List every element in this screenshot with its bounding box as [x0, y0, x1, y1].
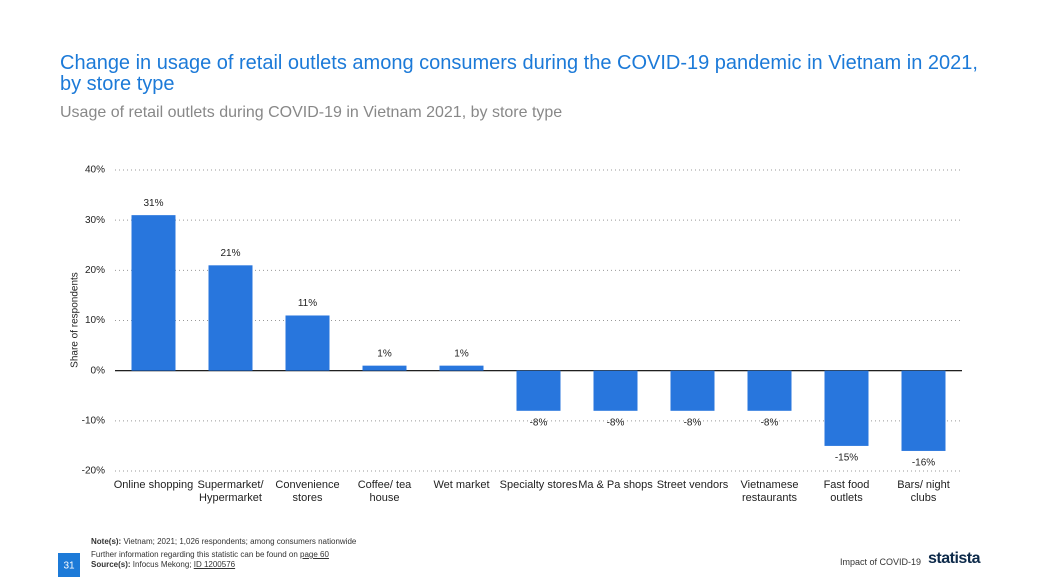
value-label: 31% — [143, 198, 163, 209]
further-text: Further information regarding this stati… — [91, 550, 298, 559]
value-label: -8% — [530, 417, 548, 428]
value-label: -8% — [607, 417, 625, 428]
x-tick-label: Convenience stores — [275, 479, 340, 504]
value-label: -16% — [912, 458, 935, 469]
y-tick-label: 0% — [91, 365, 106, 376]
x-tick-label: Vietnamese restaurants — [740, 479, 799, 504]
note-label: Note(s): — [91, 537, 122, 546]
brand: statista — [928, 550, 981, 567]
y-tick-label: 40% — [85, 165, 105, 176]
bar — [593, 370, 638, 411]
bar — [131, 215, 176, 371]
value-label: -8% — [684, 417, 702, 428]
x-tick-label: Ma & Pa shops — [578, 479, 653, 491]
further-info: Further information regarding this stati… — [91, 550, 329, 559]
chart-title: Change in usage of retail outlets among … — [60, 52, 978, 95]
y-tick-label: 10% — [85, 315, 105, 326]
source: Source(s): Infocus Mekong; ID 1200576 — [91, 560, 235, 569]
bar — [439, 365, 484, 371]
y-axis-label: Share of respondents — [70, 272, 81, 368]
source-label: Source(s): — [91, 560, 131, 569]
note: Note(s): Vietnam; 2021; 1,026 respondent… — [91, 537, 356, 546]
page-number: 31 — [63, 561, 75, 572]
bar — [516, 370, 561, 411]
value-label: 1% — [377, 348, 392, 359]
x-tick-label: Wet market — [433, 479, 490, 491]
bar — [901, 370, 946, 451]
bar — [747, 370, 792, 411]
bar — [824, 370, 869, 446]
value-label: 11% — [298, 298, 317, 309]
note-text: Vietnam; 2021; 1,026 respondents; among … — [123, 537, 357, 546]
bar — [285, 315, 330, 371]
further-link[interactable]: page 60 — [300, 550, 329, 559]
value-label: -8% — [761, 417, 779, 428]
x-tick-label: Supermarket/ Hypermarket — [197, 479, 264, 504]
source-id[interactable]: ID 1200576 — [193, 560, 236, 569]
value-label: -15% — [835, 453, 858, 464]
x-tick-label: Fast food outlets — [823, 479, 870, 504]
bar — [208, 265, 253, 371]
x-tick-label: Specialty stores — [499, 479, 578, 491]
page-number-box — [58, 553, 80, 577]
bar — [362, 365, 407, 371]
bar — [670, 370, 715, 411]
x-tick-label: Bars/ night clubs — [897, 479, 950, 504]
value-label: 1% — [454, 348, 469, 359]
x-tick-label: Online shopping — [113, 479, 194, 491]
section: Impact of COVID-19 — [840, 557, 922, 567]
source-text: Infocus Mekong; — [132, 560, 192, 569]
y-tick-label: 20% — [85, 265, 105, 276]
y-tick-label: -20% — [82, 466, 105, 477]
y-tick-label: -10% — [82, 415, 105, 426]
value-label: 21% — [220, 248, 240, 259]
x-tick-label: Street vendors — [656, 479, 729, 491]
y-tick-label: 30% — [85, 215, 105, 226]
x-tick-label: Coffee/ tea house — [357, 479, 412, 504]
chart-subtitle: Usage of retail outlets during COVID-19 … — [60, 104, 563, 121]
